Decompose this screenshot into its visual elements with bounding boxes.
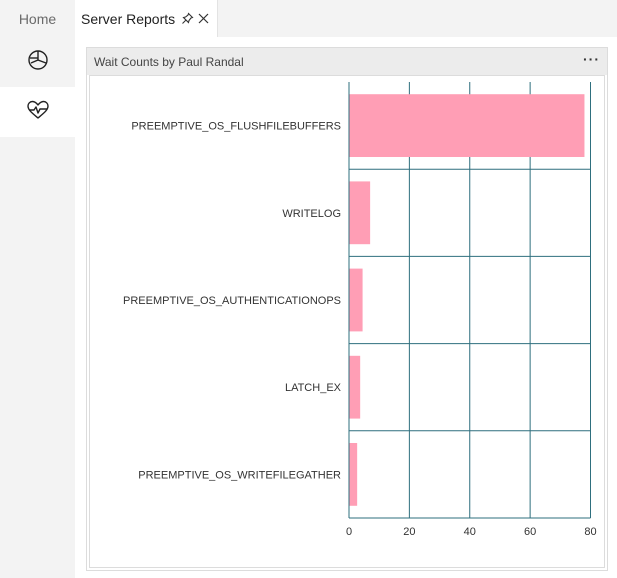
widget-title: Wait Counts by Paul Randal [94, 54, 244, 69]
tab-bar: Home Server Reports [0, 0, 617, 37]
x-tick-label: 40 [464, 526, 476, 538]
category-label: PREEMPTIVE_OS_WRITEFILEGATHER [138, 469, 341, 481]
tab-home[interactable]: Home [0, 0, 75, 37]
content-area: Wait Counts by Paul Randal ··· PREEMPTIV… [75, 37, 617, 578]
x-tick-label: 20 [403, 526, 415, 538]
bar [349, 181, 371, 245]
health-icon [26, 100, 50, 125]
dashboard-icon [27, 49, 49, 76]
bar [349, 268, 363, 332]
x-tick-label: 80 [584, 526, 596, 538]
category-label: PREEMPTIVE_OS_FLUSHFILEBUFFERS [131, 121, 341, 133]
bar [349, 94, 585, 157]
bar-chart: PREEMPTIVE_OS_FLUSHFILEBUFFERS WRITELOG PR… [123, 82, 597, 538]
sidebar-item-dashboard[interactable] [0, 37, 75, 87]
tab-home-label: Home [18, 10, 57, 27]
x-tick-label: 0 [346, 526, 352, 538]
wait-counts-widget: Wait Counts by Paul Randal ··· PREEMPTIV… [86, 47, 608, 571]
category-label: LATCH_EX [285, 382, 342, 394]
tab-server-reports-label: Server Reports [81, 10, 176, 27]
tab-server-reports[interactable]: Server Reports [75, 0, 218, 37]
sidebar-item-health[interactable] [0, 87, 75, 137]
more-icon[interactable]: ··· [583, 51, 600, 67]
pin-icon[interactable] [181, 12, 194, 25]
x-tick-label: 60 [524, 526, 536, 538]
widget-header: Wait Counts by Paul Randal ··· [87, 48, 607, 75]
category-label: WRITELOG [282, 208, 341, 220]
bar [349, 443, 358, 506]
close-icon[interactable] [198, 13, 209, 24]
bar [349, 355, 361, 419]
chart-container: PREEMPTIVE_OS_FLUSHFILEBUFFERS WRITELOG PR… [89, 75, 605, 568]
sidebar [0, 37, 75, 578]
category-label: PREEMPTIVE_OS_AUTHENTICATIONOPS [123, 295, 341, 307]
